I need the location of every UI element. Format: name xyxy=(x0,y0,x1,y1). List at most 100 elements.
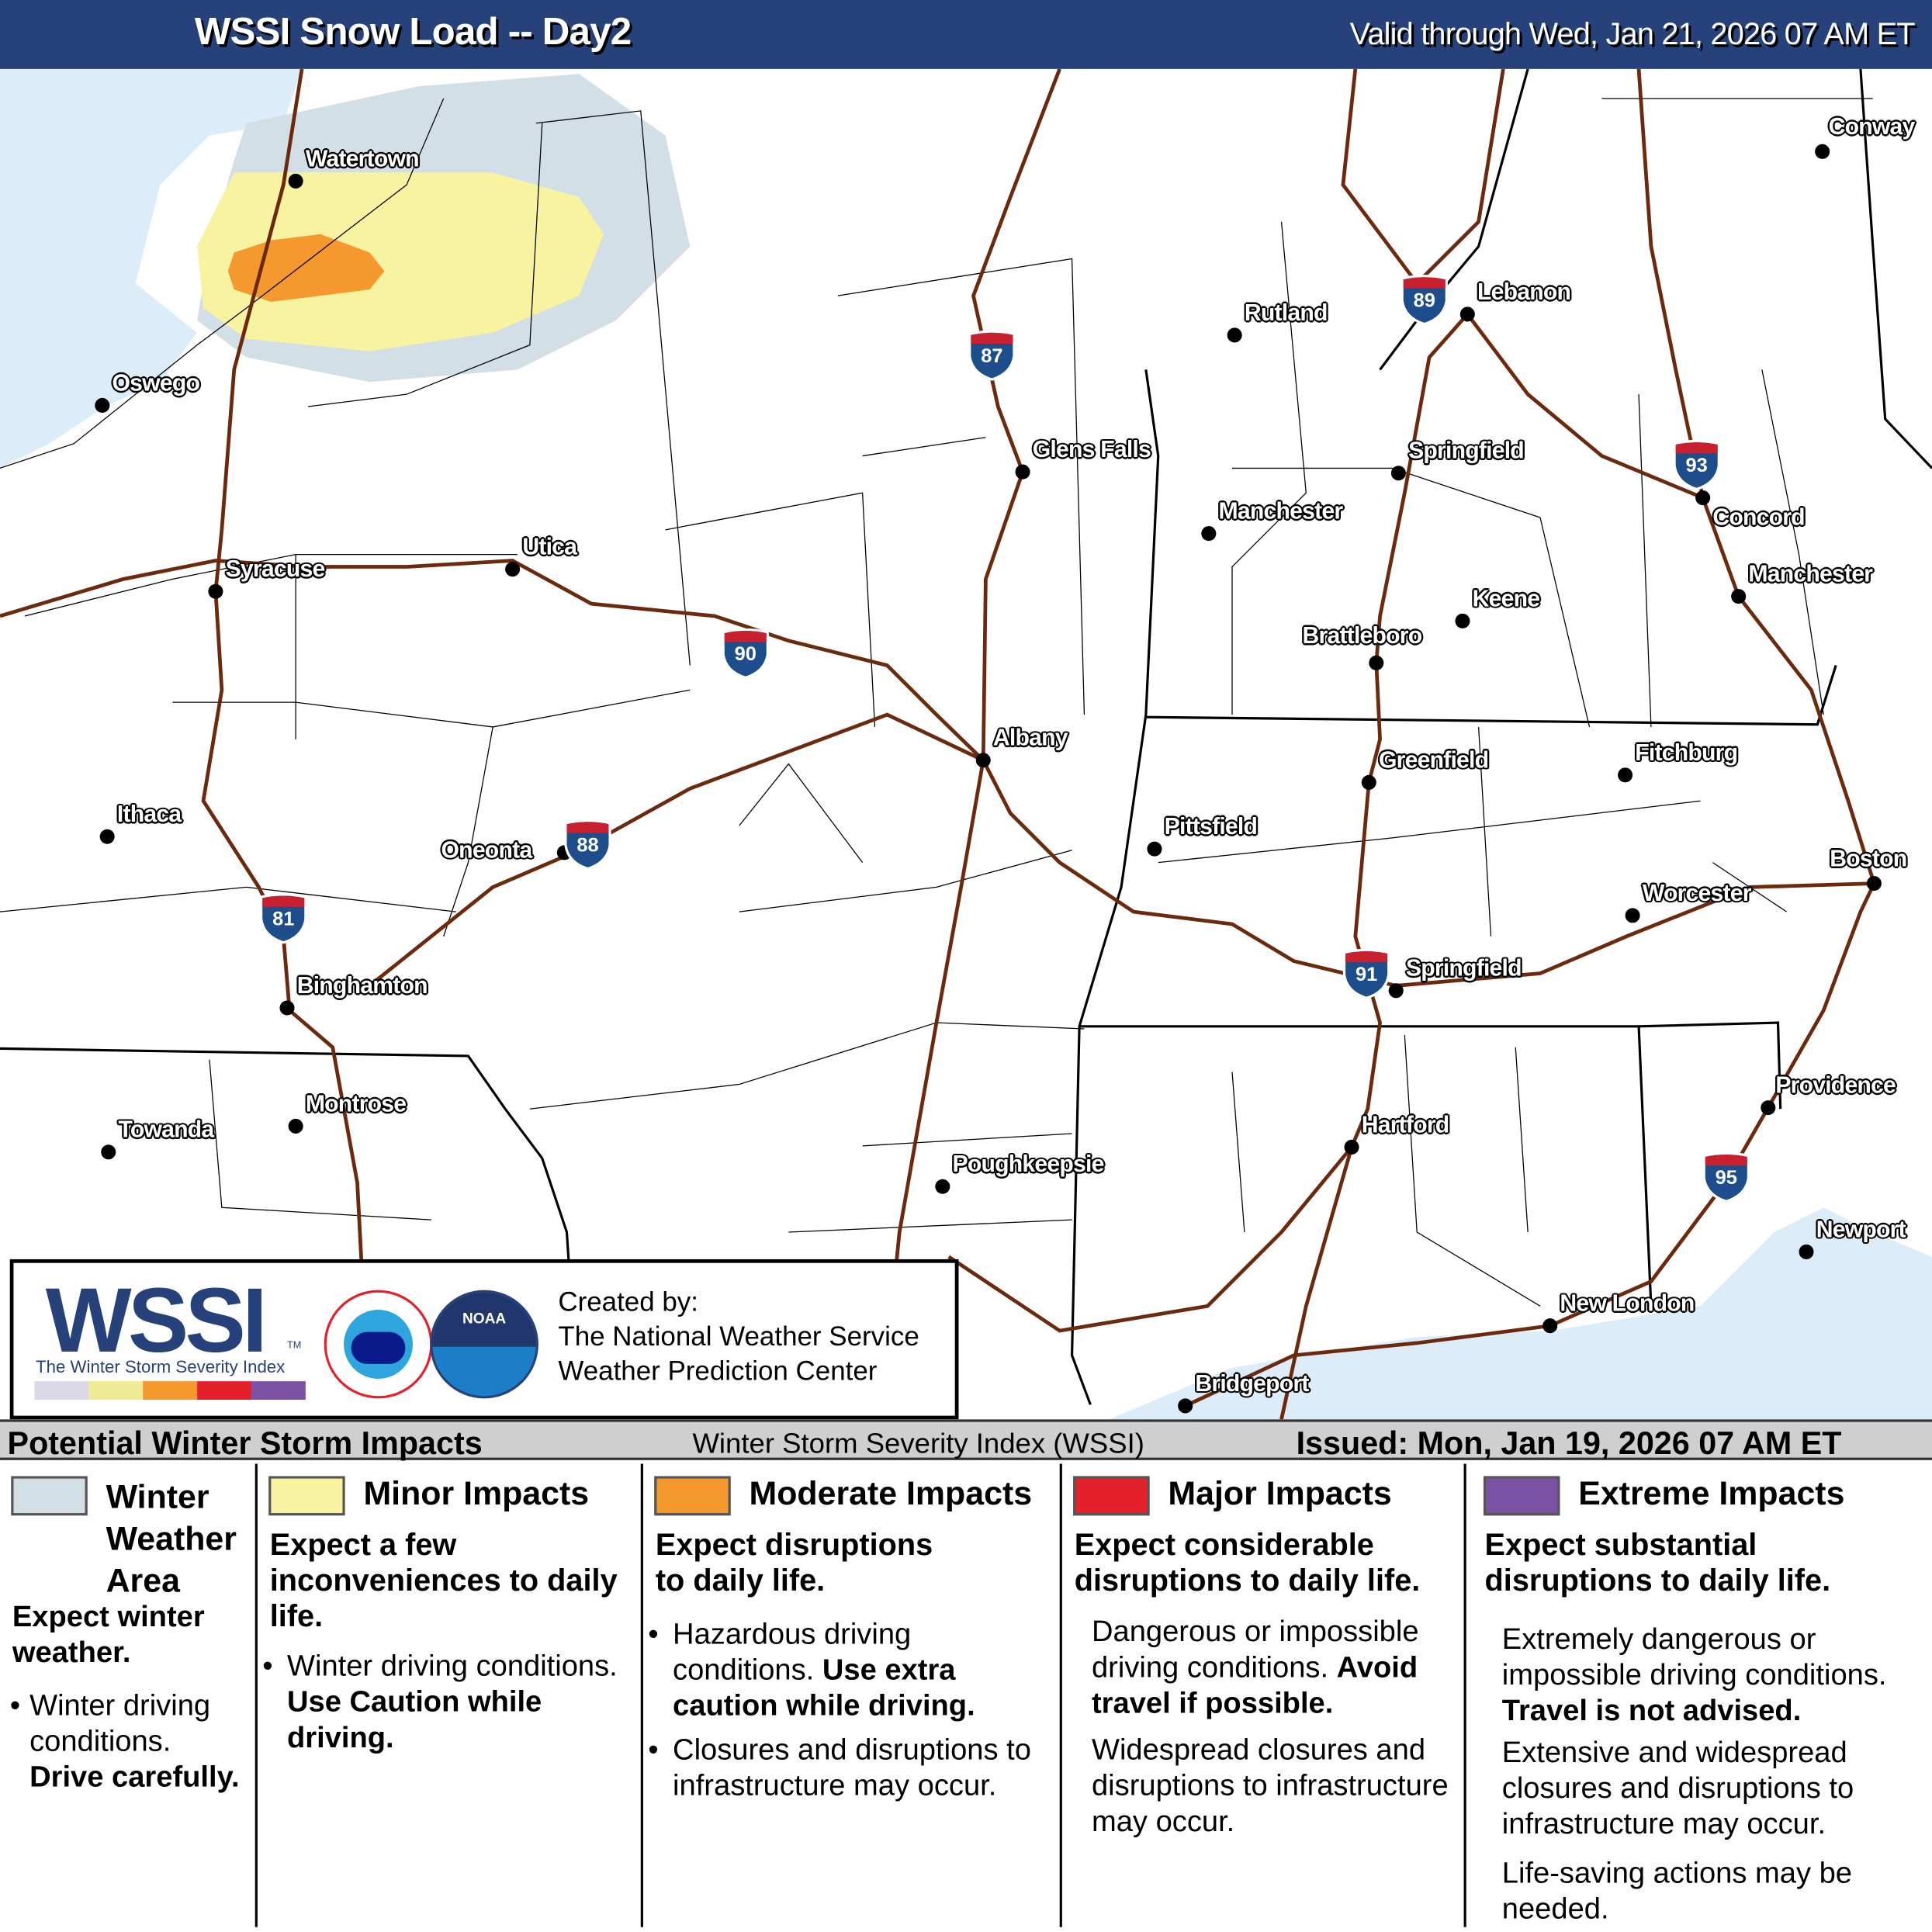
city-label: Boston xyxy=(1830,846,1907,873)
swatch-major xyxy=(1073,1476,1150,1516)
city-dot-icon xyxy=(1815,144,1830,159)
category-detail-2: Extensive and widespread closures and di… xyxy=(1501,1736,1854,1841)
interstate-shield-icon: 89 xyxy=(1400,274,1449,326)
category-detail-bold: Avoid travel if possible. xyxy=(1091,1650,1418,1720)
category-detail: Extremely dangerous or impossible drivin… xyxy=(1501,1622,1887,1692)
map-title: WSSI Snow Load -- Day2 xyxy=(194,9,632,54)
city-label: Springfield xyxy=(1405,956,1522,982)
city-dot-icon xyxy=(1731,589,1747,604)
category-detail-bold: Drive carefully. xyxy=(29,1761,240,1795)
credit-text: Created by: The National Weather Service… xyxy=(558,1285,919,1388)
category-detail-bold: Travel is not advised. xyxy=(1501,1694,1802,1728)
category-detail: Dangerous or impossible driving conditio… xyxy=(1091,1615,1419,1684)
city-label: Oneonta xyxy=(441,837,533,864)
city-dot-icon xyxy=(279,1000,295,1016)
interstate-shield-icon: 87 xyxy=(968,329,1017,381)
impact-legend: Potential Winter Storm Impacts Winter St… xyxy=(0,1419,1932,1932)
city-label: Newport xyxy=(1816,1217,1906,1244)
city-dot-icon xyxy=(1542,1318,1558,1334)
city-label: Greenfield xyxy=(1378,747,1489,774)
city-dot-icon xyxy=(505,562,521,577)
city-label: Concord xyxy=(1712,505,1805,531)
category-detail: Hazardous driving conditions. xyxy=(673,1618,912,1687)
city-label: Brattleboro xyxy=(1302,623,1423,649)
category-headline: Expect a few inconveniences to daily lif… xyxy=(269,1528,618,1634)
city-label: Pittsfield xyxy=(1164,814,1258,841)
lake-ontario xyxy=(0,68,303,469)
city-dot-icon xyxy=(1455,613,1470,628)
legend-extreme-impacts: Extreme Impacts Expect substantial disru… xyxy=(1466,1464,1932,1927)
category-detail-bold: Use extra caution while driving. xyxy=(673,1653,975,1723)
map-svg xyxy=(0,68,1932,1420)
header-bar: WSSI Snow Load -- Day2 Valid through Wed… xyxy=(0,0,1932,69)
city-label: Providence xyxy=(1775,1073,1896,1099)
city-label: Worcester xyxy=(1642,881,1752,907)
city-dot-icon xyxy=(1618,767,1633,783)
city-label: Rutland xyxy=(1244,300,1328,327)
long-island-sound xyxy=(1109,1207,1932,1420)
city-dot-icon xyxy=(1344,1139,1359,1155)
city-dot-icon xyxy=(1761,1100,1776,1116)
city-dot-icon xyxy=(208,583,223,599)
city-dot-icon xyxy=(288,1118,303,1134)
city-dot-icon xyxy=(1201,526,1217,542)
category-detail-bold: Use Caution while driving. xyxy=(287,1685,542,1755)
city-dot-icon xyxy=(1227,327,1242,343)
city-label: Conway xyxy=(1828,114,1916,141)
city-label: Towanda xyxy=(118,1117,214,1144)
wssi-trademark: TM xyxy=(287,1339,302,1351)
noaa-logo: NOAA xyxy=(430,1290,538,1399)
city-dot-icon xyxy=(1799,1244,1814,1259)
city-dot-icon xyxy=(1361,774,1376,790)
category-name: Winter Weather Area xyxy=(106,1478,237,1600)
city-label: Springfield xyxy=(1408,438,1525,465)
legend-header: Potential Winter Storm Impacts Winter St… xyxy=(0,1419,1932,1461)
city-dot-icon xyxy=(1459,306,1475,322)
city-dot-icon xyxy=(288,173,303,189)
category-name: Moderate Impacts xyxy=(749,1474,1033,1512)
category-detail-2: Closures and disruptions to infrastructu… xyxy=(673,1733,1031,1803)
city-label: Bridgeport xyxy=(1195,1371,1309,1397)
city-label: Utica xyxy=(522,535,577,561)
valid-time: Valid through Wed, Jan 21, 2026 07 AM ET xyxy=(1349,17,1916,52)
legend-major-impacts: Major Impacts Expect considerable disrup… xyxy=(1062,1464,1464,1927)
credit-box: WSSI TM The Winter Storm Severity Index … xyxy=(9,1259,959,1420)
city-dot-icon xyxy=(975,753,991,768)
category-detail: Winter driving conditions. xyxy=(29,1689,211,1759)
city-dot-icon xyxy=(935,1179,950,1194)
swatch-moderate xyxy=(654,1476,731,1516)
city-dot-icon xyxy=(101,1144,116,1160)
city-dot-icon xyxy=(1178,1398,1193,1414)
city-label: Binghamton xyxy=(296,973,428,999)
city-label: Keene xyxy=(1472,586,1540,613)
category-headline: Expect substantial disruptions to daily … xyxy=(1484,1528,1831,1598)
category-name: Extreme Impacts xyxy=(1578,1474,1845,1512)
interstate-roads xyxy=(0,68,1876,1420)
interstate-shield-icon: 95 xyxy=(1702,1151,1751,1203)
city-dot-icon xyxy=(99,829,115,844)
interstate-shield-icon: 93 xyxy=(1672,438,1722,491)
credit-org-wpc: Weather Prediction Center xyxy=(558,1355,878,1387)
city-dot-icon xyxy=(1369,655,1384,670)
city-dot-icon xyxy=(1388,983,1404,999)
city-label: Lebanon xyxy=(1477,279,1571,306)
swatch-minor xyxy=(268,1476,345,1516)
city-label: New London xyxy=(1560,1291,1695,1317)
interstate-shield-icon: 81 xyxy=(258,892,308,944)
city-dot-icon xyxy=(1390,466,1406,481)
wssi-color-bar xyxy=(34,1381,306,1400)
legend-winter-weather-area: Winter Weather Area Expect winter weathe… xyxy=(0,1464,255,1927)
map-area: Watertown Oswego Syracuse Utica Ithaca Oneont… xyxy=(0,68,1932,1420)
interstate-shield-icon: 88 xyxy=(563,818,613,871)
category-headline: Expect disruptions to daily life. xyxy=(655,1528,933,1598)
category-headline: Expect winter weather. xyxy=(12,1600,205,1670)
issued-time: Issued: Mon, Jan 19, 2026 07 AM ET xyxy=(1296,1424,1842,1462)
city-dot-icon xyxy=(95,397,110,413)
city-label: Poughkeepsie xyxy=(952,1151,1105,1179)
city-dot-icon xyxy=(1695,490,1711,506)
category-name: Minor Impacts xyxy=(363,1474,590,1512)
nws-logo xyxy=(324,1290,433,1399)
city-label: Syracuse xyxy=(225,556,326,583)
interstate-shield-icon: 90 xyxy=(721,627,770,680)
